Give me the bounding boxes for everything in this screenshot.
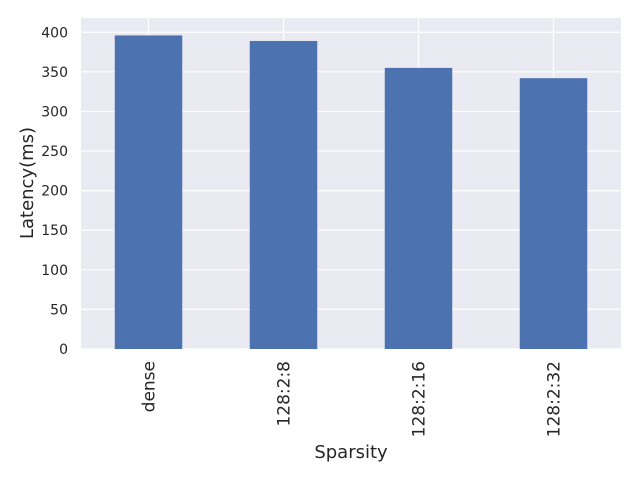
bar-128:2:8 — [249, 40, 318, 350]
y-axis-title: Latency(ms) — [17, 127, 38, 239]
bar-128:2:32 — [519, 78, 588, 349]
y-tick-label: 350 — [41, 65, 68, 81]
bar-dense — [114, 35, 183, 349]
bars — [114, 35, 588, 350]
y-tick-label: 150 — [41, 223, 68, 239]
x-tick-label: 128:2:32 — [545, 361, 565, 437]
y-tick-label: 400 — [41, 25, 68, 41]
bar-128:2:16 — [384, 67, 453, 349]
y-tick-labels: 0 50 100 150 200 250 300 350 400 — [41, 25, 68, 358]
y-tick-label: 300 — [41, 104, 68, 120]
y-tick-label: 0 — [59, 342, 68, 358]
y-tick-label: 250 — [41, 144, 68, 160]
x-tick-label: 128:2:16 — [410, 361, 430, 437]
x-tick-labels: dense 128:2:8 128:2:16 128:2:32 — [140, 361, 565, 437]
x-axis-title: Sparsity — [314, 442, 388, 463]
x-tick-label: dense — [140, 361, 160, 412]
y-tick-label: 50 — [50, 302, 68, 318]
y-tick-label: 200 — [41, 184, 68, 200]
x-tick-label: 128:2:8 — [275, 361, 295, 427]
y-tick-label: 100 — [41, 263, 68, 279]
